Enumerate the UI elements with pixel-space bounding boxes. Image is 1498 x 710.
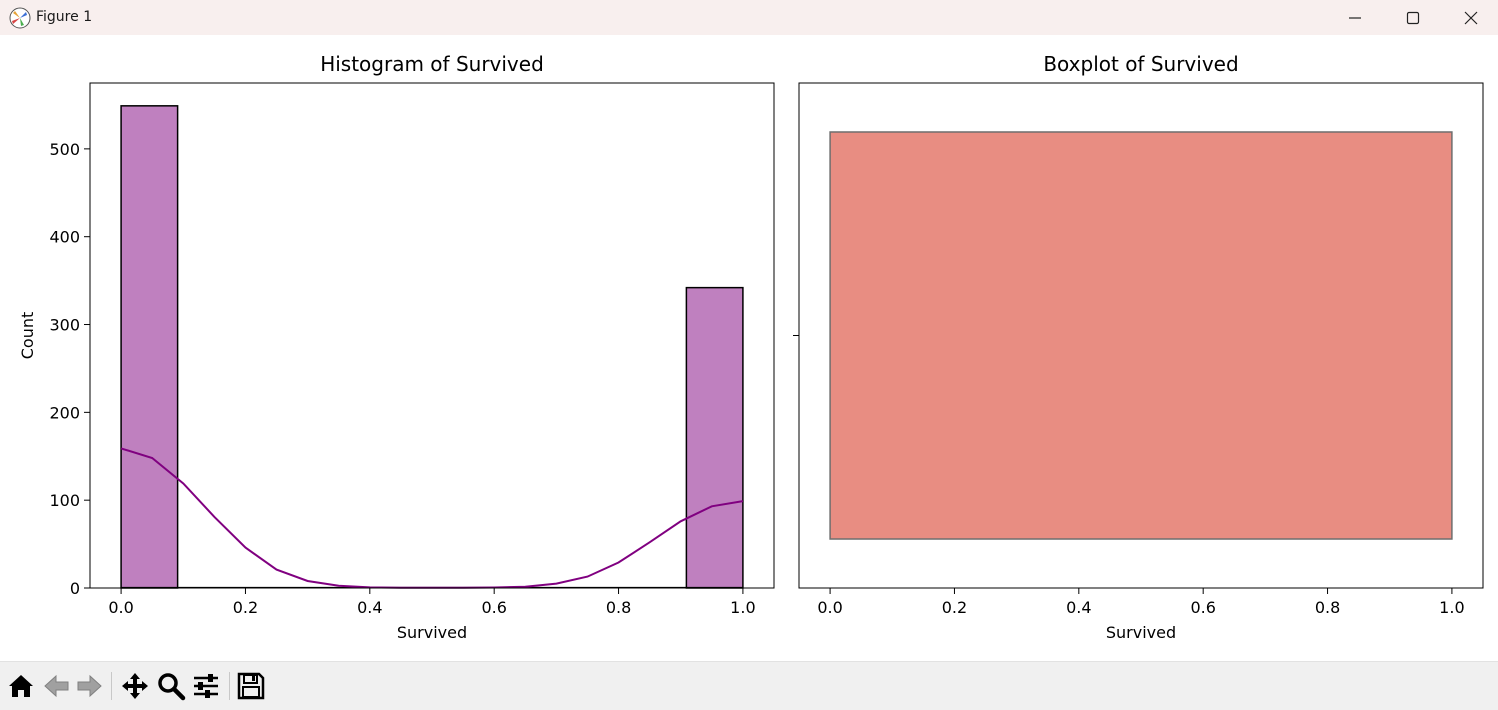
maximize-icon [1406,11,1420,24]
close-button[interactable] [1442,0,1498,35]
boxplot-x-tick-label: 1.0 [1439,598,1464,617]
boxplot-x-tick-label: 0.2 [942,598,967,617]
zoom-magnifier-icon[interactable] [156,671,186,701]
boxplot-title: Boxplot of Survived [1043,52,1238,76]
histogram-frame [89,82,775,589]
figure-canvas[interactable]: 0.0 0.2 0.4 0.6 0.8 1.0 0 100 200 300 400 500 Hist… [2,35,1498,661]
toolbar-separator [111,672,112,700]
figure-svg: 0.0 0.2 0.4 0.6 0.8 1.0 0 100 200 300 400 500 Hist… [18,52,1484,642]
histogram-x-tick-label: 0.6 [481,598,506,617]
matplotlib-icon [9,7,31,29]
boxplot-x-tick-label: 0.0 [817,598,842,617]
histogram-bar [685,286,744,589]
box-rect [829,131,1453,540]
histogram-x-tick-label: 0.8 [606,598,631,617]
histogram-y-tick-label: 0 [70,579,80,598]
histogram-y-tick-label: 100 [49,491,80,510]
minimize-icon [1349,16,1361,19]
boxplot-x-tick-label: 0.4 [1066,598,1091,617]
histogram-y-tick-label: 500 [49,140,80,159]
histogram-x-tick-label: 0.0 [108,598,133,617]
minimize-button[interactable] [1326,0,1384,35]
boxplot-axes: 0.0 0.2 0.4 0.6 0.8 1.0 Boxplot of Survived S… [793,52,1484,642]
histogram-axes: 0.0 0.2 0.4 0.6 0.8 1.0 0 100 200 300 400 500 Hist… [18,52,775,642]
boxplot-x-tick-label: 0.6 [1190,598,1215,617]
configure-subplots-icon[interactable] [191,671,221,701]
toolbar-separator [229,672,230,700]
histogram-x-tick-label: 0.4 [357,598,382,617]
histogram-y-tick-label: 200 [49,403,80,422]
histogram-x-tick-label: 0.2 [233,598,258,617]
histogram-x-tick-label: 1.0 [730,598,755,617]
histogram-y-tick-label: 300 [49,316,80,335]
window-titlebar: Figure 1 [0,0,1498,35]
navigation-toolbar [0,661,1498,710]
back-arrow-icon[interactable] [42,671,72,701]
save-floppy-icon[interactable] [236,671,266,701]
window-title: Figure 1 [36,9,93,25]
histogram-title: Histogram of Survived [320,52,544,76]
histogram-ylabel: Count [18,312,37,360]
kde-line [120,447,744,589]
histogram-xlabel: Survived [397,623,467,642]
histogram-y-tick-label: 400 [49,228,80,247]
pan-move-icon[interactable] [120,671,150,701]
maximize-button[interactable] [1384,0,1442,35]
home-icon[interactable] [6,671,36,701]
histogram-bar [120,105,179,589]
close-icon [1464,11,1478,24]
boxplot-x-tick-label: 0.8 [1315,598,1340,617]
boxplot-xlabel: Survived [1106,623,1176,642]
forward-arrow-icon[interactable] [74,671,104,701]
